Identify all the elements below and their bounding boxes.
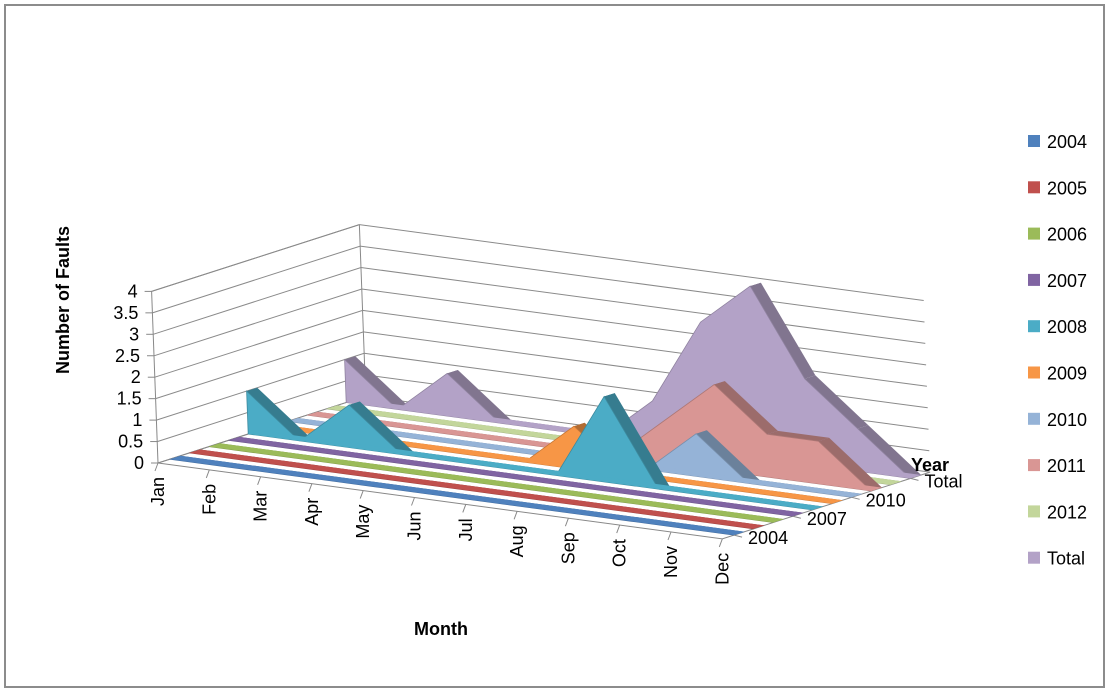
x-tick-mark [154,462,159,472]
y-axis-title: Number of Faults [53,226,73,374]
legend-swatch [1028,366,1040,379]
chart-legend: 2004 2005 2006 2007 2008 2009 2010 2011 2012 Tota… [1028,132,1087,569]
legend-label: 2006 [1047,225,1087,245]
series-area-top-face [604,393,670,490]
legend-swatch [1028,551,1040,564]
legend-swatch [1028,320,1040,333]
x-tick-label: Sep [558,532,578,564]
series-area-top-face [857,425,922,479]
series-area-top-face [804,375,869,429]
x-tick-label: Feb [199,484,219,515]
depth-tick-mark [792,515,801,519]
series-area-top-face [246,387,311,441]
legend-swatch [1028,181,1040,194]
series-floor-ribbon [209,443,784,523]
series-2008 [246,387,824,511]
legend-swatch [1028,273,1040,286]
chart-tick-labels: 00.511.522.533.54 Jan Feb Mar Apr May Jun Jul Au… [113,281,962,585]
legend-label: 2008 [1047,317,1087,337]
x-tick-label: Jan [148,477,168,506]
series-area-top-face [767,430,830,442]
chart-frame [4,4,1105,688]
x-tick-mark [718,538,723,548]
legend-label: 2011 [1047,456,1086,476]
series-2004 [169,455,745,536]
x-tick-label: Jun [405,512,425,541]
x-tick-label: Dec [712,553,732,585]
legend-swatch [1028,227,1040,240]
x-tick-label: Oct [610,539,630,567]
x-tick-mark [616,524,621,534]
y-tick-label: 2 [131,367,141,387]
y-tick-label: 0 [134,453,144,473]
legend-swatch [1028,412,1040,425]
legend-label: 2005 [1047,178,1087,198]
x-tick-mark [359,490,364,499]
x-tick-mark [667,531,672,541]
series-2007 [228,436,804,517]
x-axis-title: Month [414,619,468,639]
x-tick-mark [462,504,467,513]
legend-label: 2009 [1047,364,1087,384]
series-area-top-face [447,370,511,424]
depth-tick-label: Total [924,471,962,491]
x-tick-mark [205,469,210,479]
x-tick-mark [564,518,569,527]
series-area-top-face [818,437,882,491]
depth-tick-mark [733,534,743,538]
depth-tick-mark [910,477,919,481]
depth-tick-label: 2007 [807,509,847,529]
depth-tick-label: 2010 [866,490,906,510]
depth-tick-mark [851,496,860,500]
x-tick-label: Apr [302,498,322,526]
series-area-top-face [714,381,778,435]
y-tick-label: 0.5 [118,432,143,452]
legend-swatch [1028,459,1040,472]
x-tick-mark [257,476,262,485]
x-tick-mark [308,483,313,492]
x-tick-mark [411,497,415,506]
series-2005 [189,449,765,530]
x-tick-label: Aug [507,525,527,557]
x-tick-label: May [353,505,373,539]
legend-label: Total [1047,549,1085,569]
y-tick-label: 1.5 [117,389,142,409]
chart-series-areas [169,282,922,536]
x-tick-mark [513,511,518,520]
series-floor-ribbon [248,430,824,510]
series-floor-ribbon [169,455,745,536]
y-tick-label: 1 [132,410,142,430]
series-area-top-face [349,401,413,455]
y-tick-label: 4 [128,281,138,301]
x-tick-label: Jul [456,518,476,541]
series-area [246,390,813,511]
depth-axis-title: Year [911,455,949,475]
y-tick-label: 3.5 [113,303,138,323]
series-floor-ribbon [267,424,843,504]
x-tick-label: Mar [251,491,271,522]
gridline [153,288,927,366]
gridline [151,224,924,301]
depth-tick-label: 2004 [748,528,788,548]
legend-label: 2004 [1047,132,1087,152]
legend-swatch [1028,135,1040,147]
series-area-top-face [750,282,816,379]
series-2006 [208,443,784,523]
legend-label: 2007 [1047,271,1087,291]
legend-label: 2012 [1047,502,1087,522]
x-tick-label: Nov [661,546,681,578]
legend-label: 2010 [1047,410,1087,430]
gridline [153,266,926,344]
y-tick-label: 3 [129,324,139,344]
y-tick-label: 2.5 [115,346,140,366]
series-area-top-face [696,430,760,484]
gridline [152,245,925,323]
series-area-top-face [344,356,409,410]
legend-swatch [1028,505,1040,518]
series-floor-ribbon [228,436,804,517]
series-floor-ribbon [189,449,765,529]
